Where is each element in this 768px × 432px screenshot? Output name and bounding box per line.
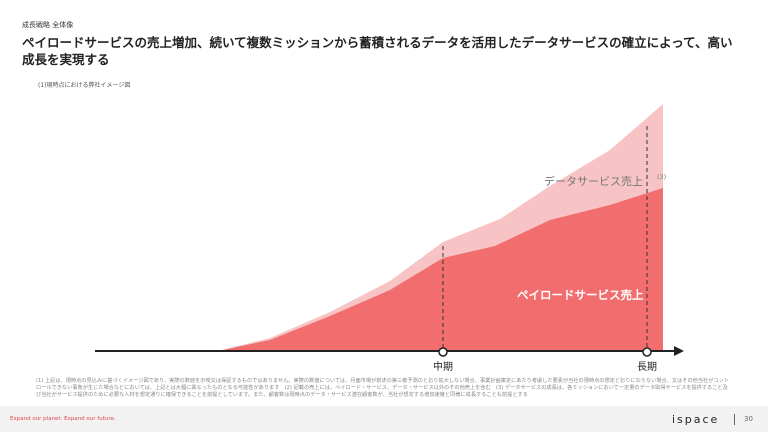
payload-service-label: ペイロードサービス売上 [517, 288, 644, 302]
long-term-label: 長期 [637, 361, 657, 373]
separator [734, 414, 735, 425]
tagline: Expand our planet. Expand our future. [10, 416, 116, 422]
payload-service-area [218, 188, 663, 351]
data-service-label: データサービス売上 [544, 174, 643, 188]
slide-title: ペイロードサービスの売上増加、続いて複数ミッションから蓄積されるデータを活用した… [22, 35, 733, 67]
mid-term-label: 中期 [433, 360, 453, 373]
data-service-note: (3) [657, 173, 666, 181]
footnote: (1) 上記は、現時点の見込みに基づくイメージ図であり、実際の数値を示唆又は保証… [36, 378, 729, 398]
figure-caption: (1)現時点における弊社イメージ図 [38, 82, 131, 89]
marker [642, 347, 652, 357]
marker [438, 347, 448, 357]
axis-arrow [674, 346, 684, 356]
illustration: 中期 長期 データサービス売上 (3) ペイロードサービス売上 [95, 104, 684, 373]
section-label: 成長戦略 全体像 [22, 21, 74, 29]
logo: ispace [672, 413, 720, 426]
footer-bar [0, 406, 768, 432]
page-number: 30 [744, 415, 753, 423]
